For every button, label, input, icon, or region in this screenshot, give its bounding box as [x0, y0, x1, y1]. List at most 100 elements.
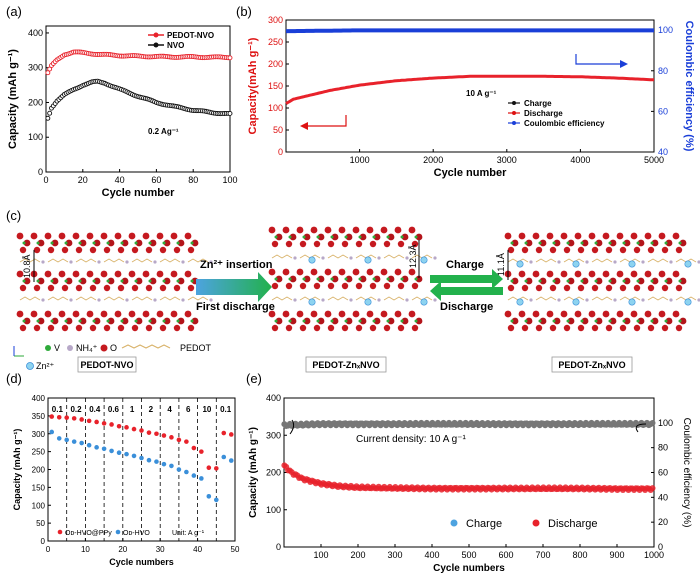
oxygen-atom	[61, 284, 69, 292]
ammonium-ion	[377, 298, 381, 302]
oxygen-atom	[369, 240, 377, 248]
oxygen-atom	[675, 284, 683, 292]
oxygen-atom	[100, 310, 108, 318]
coulombic-efficiency-curve	[285, 28, 654, 34]
insertion-label: Zn²⁺ insertion	[200, 259, 273, 271]
marker-od-hvo-ppy	[86, 418, 92, 424]
oxygen-atom	[546, 270, 554, 278]
oxygen-atom	[345, 317, 353, 325]
oxygen-atom	[285, 240, 293, 248]
panel-label-e: (e)	[246, 371, 262, 386]
legend-label: NVO	[167, 41, 184, 50]
pedot-chain	[47, 258, 69, 263]
oxygen-atom	[394, 268, 402, 276]
oxygen-atom	[661, 246, 669, 254]
panel-label-a: (a)	[6, 4, 22, 19]
oxygen-atom	[338, 226, 346, 234]
vanadium-atom	[358, 277, 362, 281]
oxygen-atom	[511, 317, 519, 325]
marker-od-hvo-ppy	[184, 439, 189, 444]
oxygen-atom	[507, 324, 515, 332]
legend-label: Discharge	[524, 109, 563, 118]
vanadium-atom	[344, 277, 348, 281]
x-tick-label: 40	[115, 175, 125, 185]
pedot-chain	[131, 296, 153, 301]
legend-zn-label: Zn²⁺	[36, 361, 55, 371]
oxygen-atom	[616, 270, 624, 278]
oxygen-atom	[658, 310, 666, 318]
vanadium-atom	[414, 319, 418, 323]
oxygen-atom	[79, 239, 87, 247]
arrow-head-left	[300, 122, 308, 130]
y-tick-label: 400	[266, 393, 281, 403]
legend-label: Charge	[466, 518, 502, 530]
oxygen-atom	[170, 232, 178, 240]
vanadium-atom	[552, 241, 556, 245]
legend-label: Oᴅ-HVO@PPy	[65, 530, 112, 537]
oxygen-atom	[553, 239, 561, 247]
oxygen-atom	[609, 317, 617, 325]
rate-label: 0.1	[220, 405, 232, 414]
ammonium-ion	[293, 256, 297, 260]
vanadium-atom	[524, 279, 528, 283]
marker-od-hvo	[228, 458, 234, 463]
oxygen-atom	[163, 239, 171, 247]
marker-od-hvo-ppy	[221, 430, 227, 436]
oxygen-atom	[310, 226, 318, 234]
ammonium-ion	[557, 260, 561, 264]
oxygen-atom	[61, 246, 69, 254]
vanadium-atom	[92, 241, 96, 245]
x-tick-label: 50	[231, 545, 240, 554]
oxygen-atom	[535, 246, 543, 254]
oxygen-atom	[679, 239, 687, 247]
pedot-chain	[75, 258, 97, 263]
ammonium-ion	[153, 260, 157, 264]
x-tick-label: 400	[424, 550, 439, 560]
discharge-curve	[285, 74, 654, 105]
oxygen-atom	[121, 239, 129, 247]
oxygen-atom	[525, 277, 533, 285]
marker-od-hvo-ppy	[116, 423, 122, 429]
charge-arrow	[430, 269, 503, 289]
oxygen-atom	[65, 239, 73, 247]
oxygen-atom	[532, 310, 540, 318]
oxygen-atom	[47, 284, 55, 292]
oxygen-atom	[605, 284, 613, 292]
oxygen-atom	[672, 270, 680, 278]
ammonium-ion	[97, 298, 101, 302]
oxygen-atom	[539, 277, 547, 285]
pedot-chain	[647, 296, 669, 301]
oxygen-atom	[331, 317, 339, 325]
oxygen-atom	[605, 324, 613, 332]
ammonium-ion	[377, 256, 381, 260]
oxygen-atom	[324, 310, 332, 318]
oxygen-atom	[525, 239, 533, 247]
y-tick-label: 250	[32, 448, 46, 457]
oxygen-atom	[103, 284, 111, 292]
oxygen-atom	[619, 284, 627, 292]
pedot-chain	[19, 258, 41, 263]
oxygen-atom	[313, 282, 321, 290]
vanadium-atom	[636, 241, 640, 245]
structure-label-right: PEDOT-ZnₓNVO	[558, 360, 625, 370]
oxygen-atom	[609, 277, 617, 285]
vanadium-atom	[566, 279, 570, 283]
vanadium-atom	[148, 319, 152, 323]
vanadium-atom	[386, 277, 390, 281]
vanadium-atom	[580, 241, 584, 245]
zinc-ion	[572, 260, 580, 268]
oxygen-atom	[289, 233, 297, 241]
vanadium-atom	[608, 241, 612, 245]
zinc-ion	[364, 298, 372, 306]
oxygen-atom	[33, 324, 41, 332]
marker-od-hvo	[109, 448, 114, 454]
rate-label: 0.1	[52, 405, 64, 414]
oxygen-atom	[93, 239, 101, 247]
discharge-arrow	[430, 281, 503, 301]
oxygen-atom	[338, 268, 346, 276]
oxygen-atom	[296, 310, 304, 318]
legend-marker	[153, 32, 159, 38]
marker-od-hvo	[214, 497, 219, 503]
chart-e-cycling-10A: 100 200 300 400 500 600 700 800 900 1000010020030…	[248, 393, 692, 574]
y-axis-label: Capacity (mAh g⁻¹)	[12, 429, 22, 511]
